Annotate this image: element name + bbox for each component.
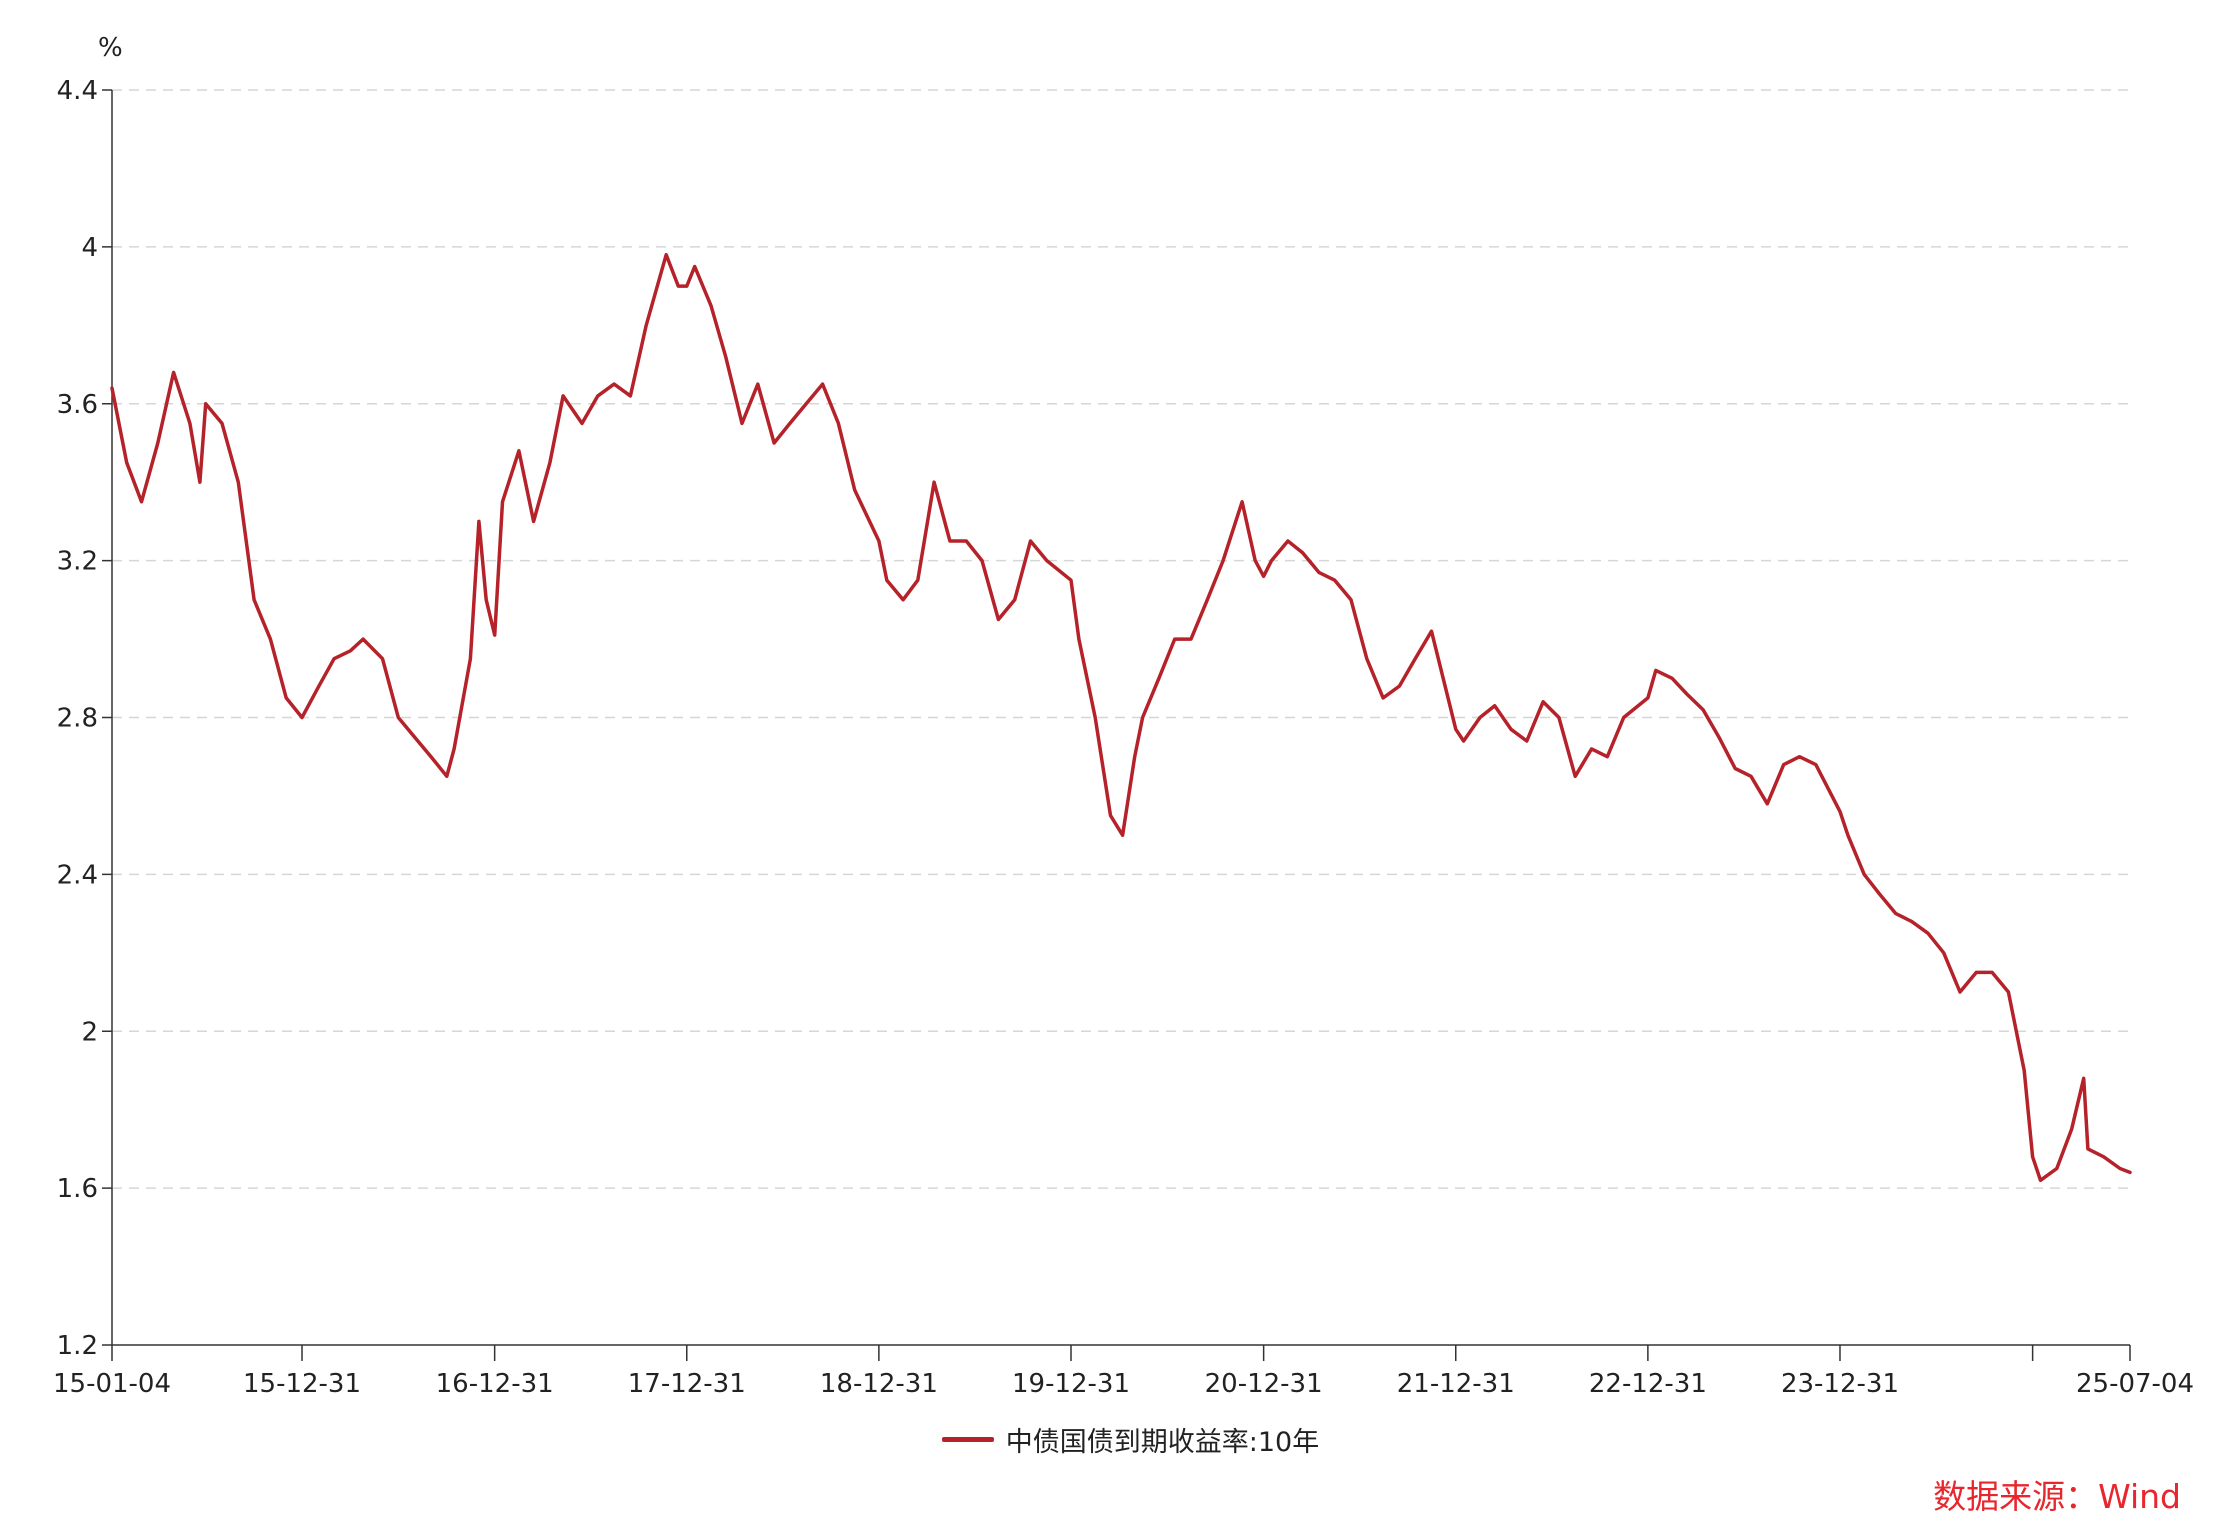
x-tick-label-11: 25-07-04: [2076, 1369, 2194, 1399]
x-tick-label-3: 17-12-31: [628, 1369, 746, 1399]
x-tick-label-6: 20-12-31: [1205, 1369, 1323, 1399]
x-tick-label-7: 21-12-31: [1397, 1369, 1515, 1399]
x-tick-label-9: 23-12-31: [1781, 1369, 1899, 1399]
y-tick-label-5: 2.4: [57, 860, 98, 890]
x-axis-ticks: 15-01-04 15-12-31 16-12-31 17-12-31 18-12-31…: [53, 1345, 2194, 1399]
legend-item: 中债国债到期收益率:10年: [941, 1420, 1320, 1459]
legend: 中债国债到期收益率:10年: [0, 1418, 2221, 1459]
grid-lines: [112, 89, 2130, 1189]
y-tick-label-3: 3.2: [57, 547, 98, 577]
x-tick-label-1: 15-12-31: [243, 1369, 361, 1399]
legend-label: 中债国债到期收益率:10年: [1005, 1427, 1320, 1458]
y-tick-label-7: 1.6: [57, 1174, 98, 1204]
x-tick-label-4: 18-12-31: [820, 1369, 938, 1399]
series-line-0: [110, 252, 2132, 1183]
y-tick-label-1: 4: [81, 233, 98, 263]
legend-swatch: [941, 1437, 994, 1442]
y-tick-label-2: 3.6: [57, 390, 98, 420]
y-tick-label-8: 1.2: [57, 1331, 98, 1361]
y-tick-label-6: 2: [81, 1017, 98, 1047]
x-tick-label-0: 15-01-04: [53, 1369, 171, 1399]
x-tick-label-5: 19-12-31: [1012, 1369, 1130, 1399]
y-axis-unit-label: %: [98, 33, 123, 63]
x-tick-label-2: 16-12-31: [436, 1369, 554, 1399]
series-layer: [110, 252, 2132, 1183]
data-source-label: 数据来源：Wind: [1933, 1477, 2181, 1516]
x-tick-label-8: 22-12-31: [1589, 1369, 1707, 1399]
y-axis-ticks: 4.4 4 3.6 3.2 2.8 2.4 2 1.6 1.2: [57, 76, 112, 1361]
y-tick-label-4: 2.8: [57, 704, 98, 734]
y-tick-label-0: 4.4: [57, 76, 98, 106]
